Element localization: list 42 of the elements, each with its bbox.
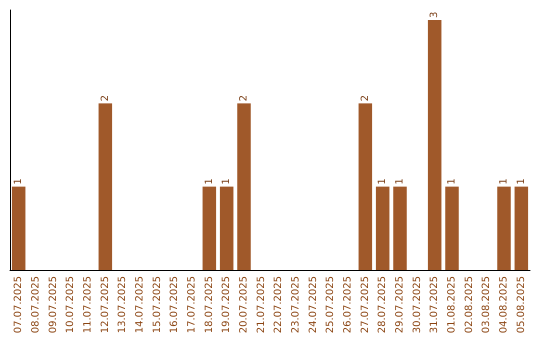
x-tick-label: 22.07.2025 — [273, 276, 284, 334]
data-label: 1 — [13, 178, 24, 185]
x-tick-label: 12.07.2025 — [100, 276, 111, 334]
data-label: 2 — [100, 94, 111, 102]
x-tick-label: 16.07.2025 — [169, 276, 180, 334]
x-tick-label: 05.08.2025 — [516, 276, 527, 334]
x-tick-label: 13.07.2025 — [117, 276, 128, 334]
x-tick-label: 10.07.2025 — [65, 276, 76, 334]
x-tick-label: 07.07.2025 — [13, 276, 24, 334]
x-tick-label: 29.07.2025 — [394, 276, 406, 334]
data-label: 3 — [429, 12, 440, 18]
x-tick-label: 18.07.2025 — [204, 276, 215, 334]
x-tick-label: 21.07.2025 — [256, 276, 267, 334]
x-tick-label: 28.07.2025 — [377, 276, 388, 334]
x-tick-label: 08.07.2025 — [30, 276, 42, 334]
data-label: 1 — [516, 178, 527, 185]
x-tick-label: 19.07.2025 — [221, 276, 232, 334]
x-tick-label: 20.07.2025 — [238, 276, 250, 334]
x-tick-label: 27.07.2025 — [360, 276, 371, 334]
x-tick-label: 04.08.2025 — [498, 276, 510, 334]
data-label: 1 — [221, 178, 232, 185]
x-tick-label: 17.07.2025 — [186, 276, 198, 334]
data-label: 1 — [498, 178, 510, 185]
x-tick-label: 01.08.2025 — [446, 276, 458, 334]
data-label: 2 — [360, 94, 371, 102]
data-label: 1 — [377, 178, 388, 185]
x-tick-label: 15.07.2025 — [152, 276, 163, 334]
x-tick-label: 25.07.2025 — [325, 276, 336, 334]
x-tick-label: 03.08.2025 — [481, 276, 492, 334]
x-tick-label: 11.07.2025 — [82, 276, 94, 334]
x-tick-label: 09.07.2025 — [48, 276, 59, 334]
x-tick-label: 23.07.2025 — [290, 276, 302, 334]
data-label: 2 — [238, 94, 250, 102]
data-label: 1 — [394, 178, 406, 185]
data-label: 1 — [204, 178, 215, 185]
x-tick-label: 31.07.2025 — [429, 276, 440, 334]
x-tick-label: 24.07.2025 — [308, 276, 319, 334]
x-tick-label: 30.07.2025 — [412, 276, 423, 334]
x-tick-label: 14.07.2025 — [134, 276, 146, 334]
x-tick-label: 02.08.2025 — [464, 276, 475, 334]
x-tick-label: 26.07.2025 — [342, 276, 354, 334]
data-label: 1 — [446, 178, 458, 185]
